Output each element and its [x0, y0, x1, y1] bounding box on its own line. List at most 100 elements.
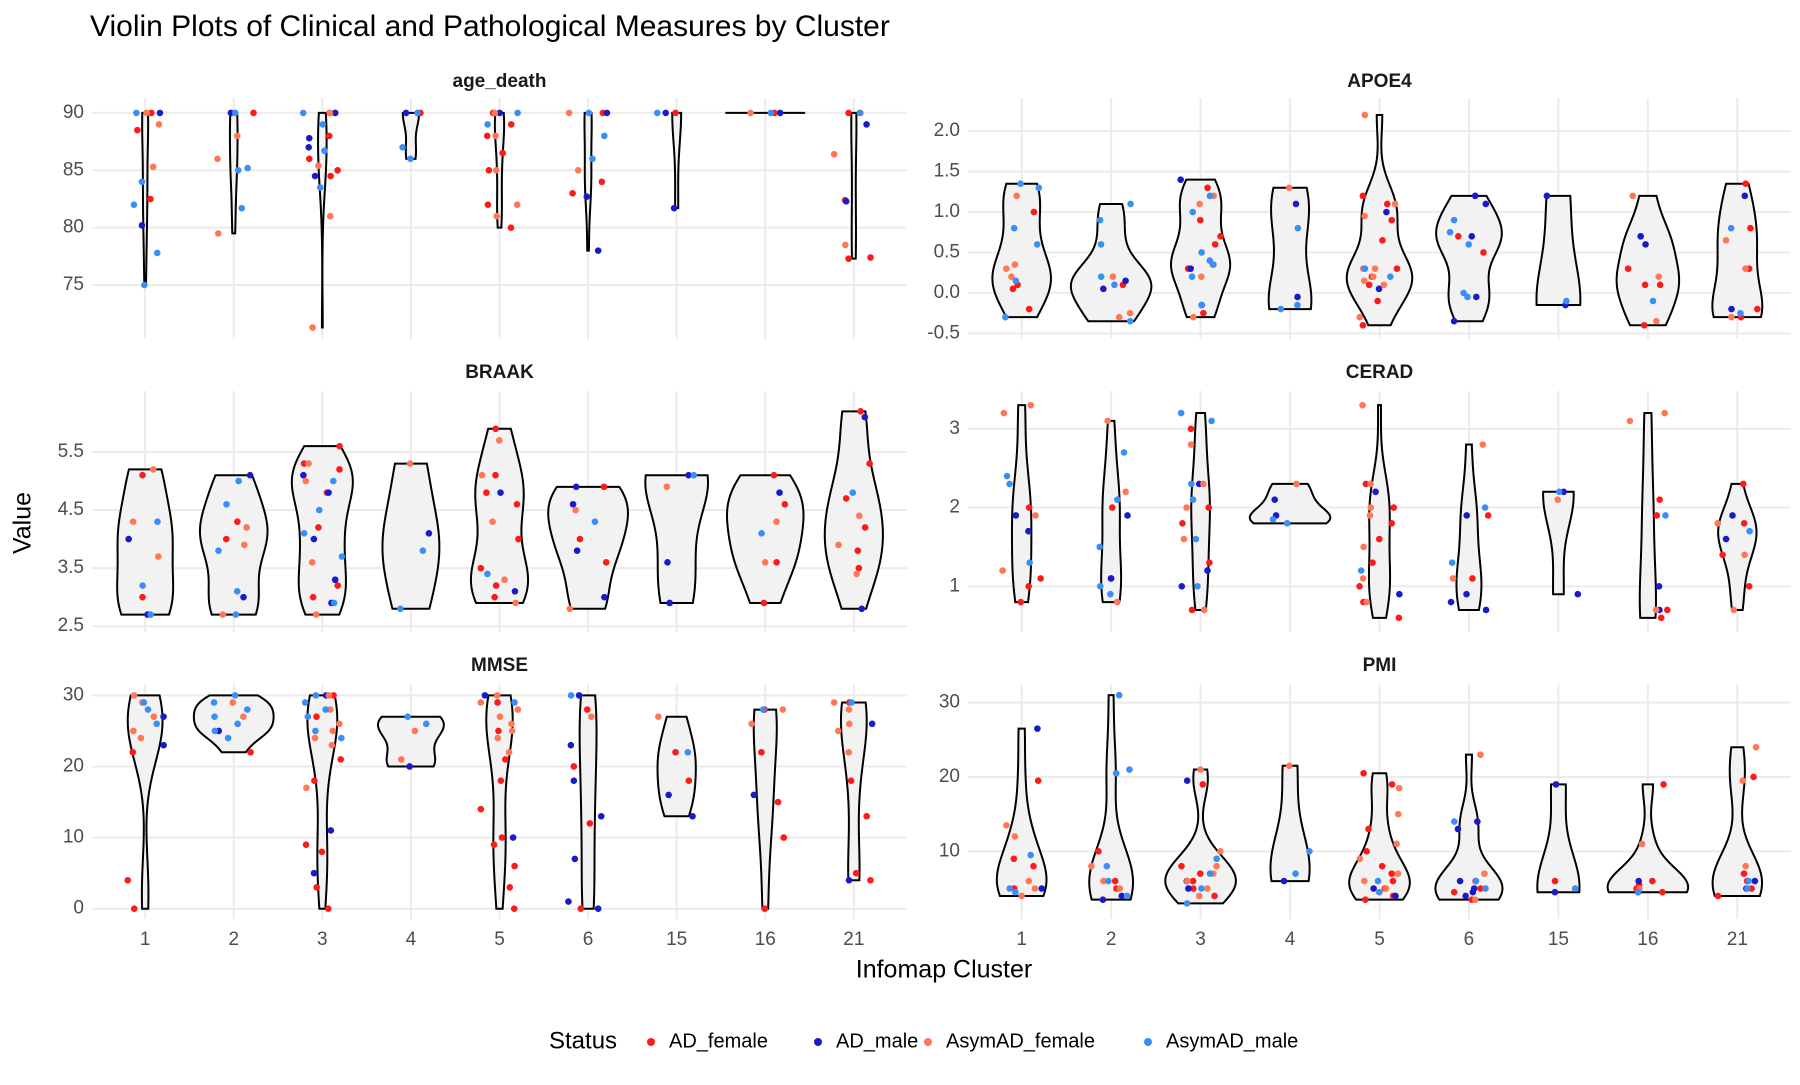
y-tick-label: 0: [73, 898, 84, 919]
data-point: [1382, 885, 1390, 892]
data-point: [861, 413, 869, 421]
data-point: [570, 763, 578, 770]
y-tick-label: 2.5: [58, 615, 84, 636]
data-point: [129, 518, 137, 525]
data-point: [336, 442, 343, 450]
data-point: [414, 109, 421, 117]
x-tick-label: 1: [140, 929, 151, 950]
data-point: [1374, 877, 1382, 885]
data-point: [1740, 870, 1748, 877]
data-point: [1574, 590, 1582, 598]
data-point: [309, 593, 317, 601]
data-point: [1394, 870, 1402, 877]
data-point: [1200, 309, 1207, 317]
data-point: [1294, 224, 1302, 232]
data-point: [492, 132, 499, 140]
data-point: [234, 720, 241, 728]
legend-label: AsymAD_female: [946, 1030, 1095, 1052]
data-point: [156, 109, 164, 117]
data-point: [1375, 285, 1383, 293]
data-point: [336, 720, 343, 728]
data-point: [492, 471, 499, 479]
data-point: [855, 564, 863, 572]
data-point: [1183, 900, 1191, 907]
data-point: [1034, 777, 1042, 784]
data-point: [853, 570, 860, 578]
data-point: [1571, 885, 1579, 892]
data-point: [672, 109, 679, 117]
data-point: [1624, 265, 1632, 272]
data-point: [1640, 321, 1648, 329]
data-point: [1463, 590, 1470, 598]
data-point: [1477, 751, 1484, 758]
data-point: [1292, 200, 1300, 208]
data-point: [1027, 851, 1035, 859]
data-point: [1104, 877, 1112, 885]
y-tick-label: 20: [63, 755, 84, 776]
data-point: [761, 905, 769, 912]
data-point: [1206, 192, 1214, 200]
data-point: [1111, 877, 1119, 885]
facet-title: BRAAK: [465, 362, 534, 383]
data-point: [767, 109, 775, 117]
x-tick-label: 6: [1464, 929, 1475, 950]
data-point: [139, 593, 146, 601]
data-point: [130, 905, 138, 912]
x-tick-label: 2: [228, 929, 239, 950]
data-point: [1108, 504, 1116, 511]
y-tick-label: 3: [949, 418, 960, 439]
x-tick-label: 1: [1016, 929, 1027, 950]
data-point: [1449, 575, 1457, 582]
violin: [126, 694, 164, 910]
violin: [1711, 182, 1764, 319]
violin: [726, 474, 805, 604]
data-point: [588, 713, 595, 721]
violin: [656, 715, 697, 818]
data-point: [229, 699, 237, 706]
violin: [1711, 746, 1764, 897]
data-point: [1292, 870, 1299, 877]
data-point: [250, 109, 257, 117]
data-point: [1109, 273, 1117, 281]
data-point: [492, 167, 500, 174]
data-point: [155, 121, 163, 128]
data-point: [153, 249, 161, 257]
data-point: [491, 109, 499, 117]
data-point: [1635, 877, 1642, 885]
panel: age_death 75 80 85 90: [63, 71, 907, 339]
data-point: [330, 599, 338, 607]
data-point: [1653, 317, 1660, 325]
data-point: [334, 167, 341, 174]
data-point: [1280, 877, 1288, 885]
violin: [1170, 178, 1232, 319]
data-point: [496, 109, 503, 117]
data-point: [774, 798, 782, 806]
data-point: [1211, 892, 1218, 900]
data-point: [1363, 848, 1370, 855]
data-point: [1115, 313, 1123, 321]
data-point: [1010, 855, 1018, 863]
legend-label: AD_female: [669, 1030, 768, 1052]
data-point: [498, 834, 506, 841]
data-point: [1551, 888, 1559, 896]
data-point: [246, 471, 254, 479]
violin: [1367, 404, 1392, 619]
data-point: [1096, 216, 1104, 224]
data-point: [1739, 777, 1747, 784]
data-point: [211, 727, 219, 735]
data-point: [861, 524, 869, 531]
data-point: [315, 524, 322, 531]
data-point: [1361, 265, 1369, 272]
data-point: [1659, 888, 1666, 896]
violin: [1345, 113, 1414, 327]
data-point: [210, 699, 218, 706]
data-point: [305, 155, 313, 163]
violin: [290, 445, 354, 616]
data-point: [1629, 192, 1637, 200]
data-point: [1739, 480, 1747, 488]
data-point: [234, 167, 242, 174]
data-point: [130, 727, 137, 735]
data-point: [1742, 180, 1750, 188]
data-point: [1388, 781, 1396, 788]
data-point: [1190, 313, 1197, 321]
